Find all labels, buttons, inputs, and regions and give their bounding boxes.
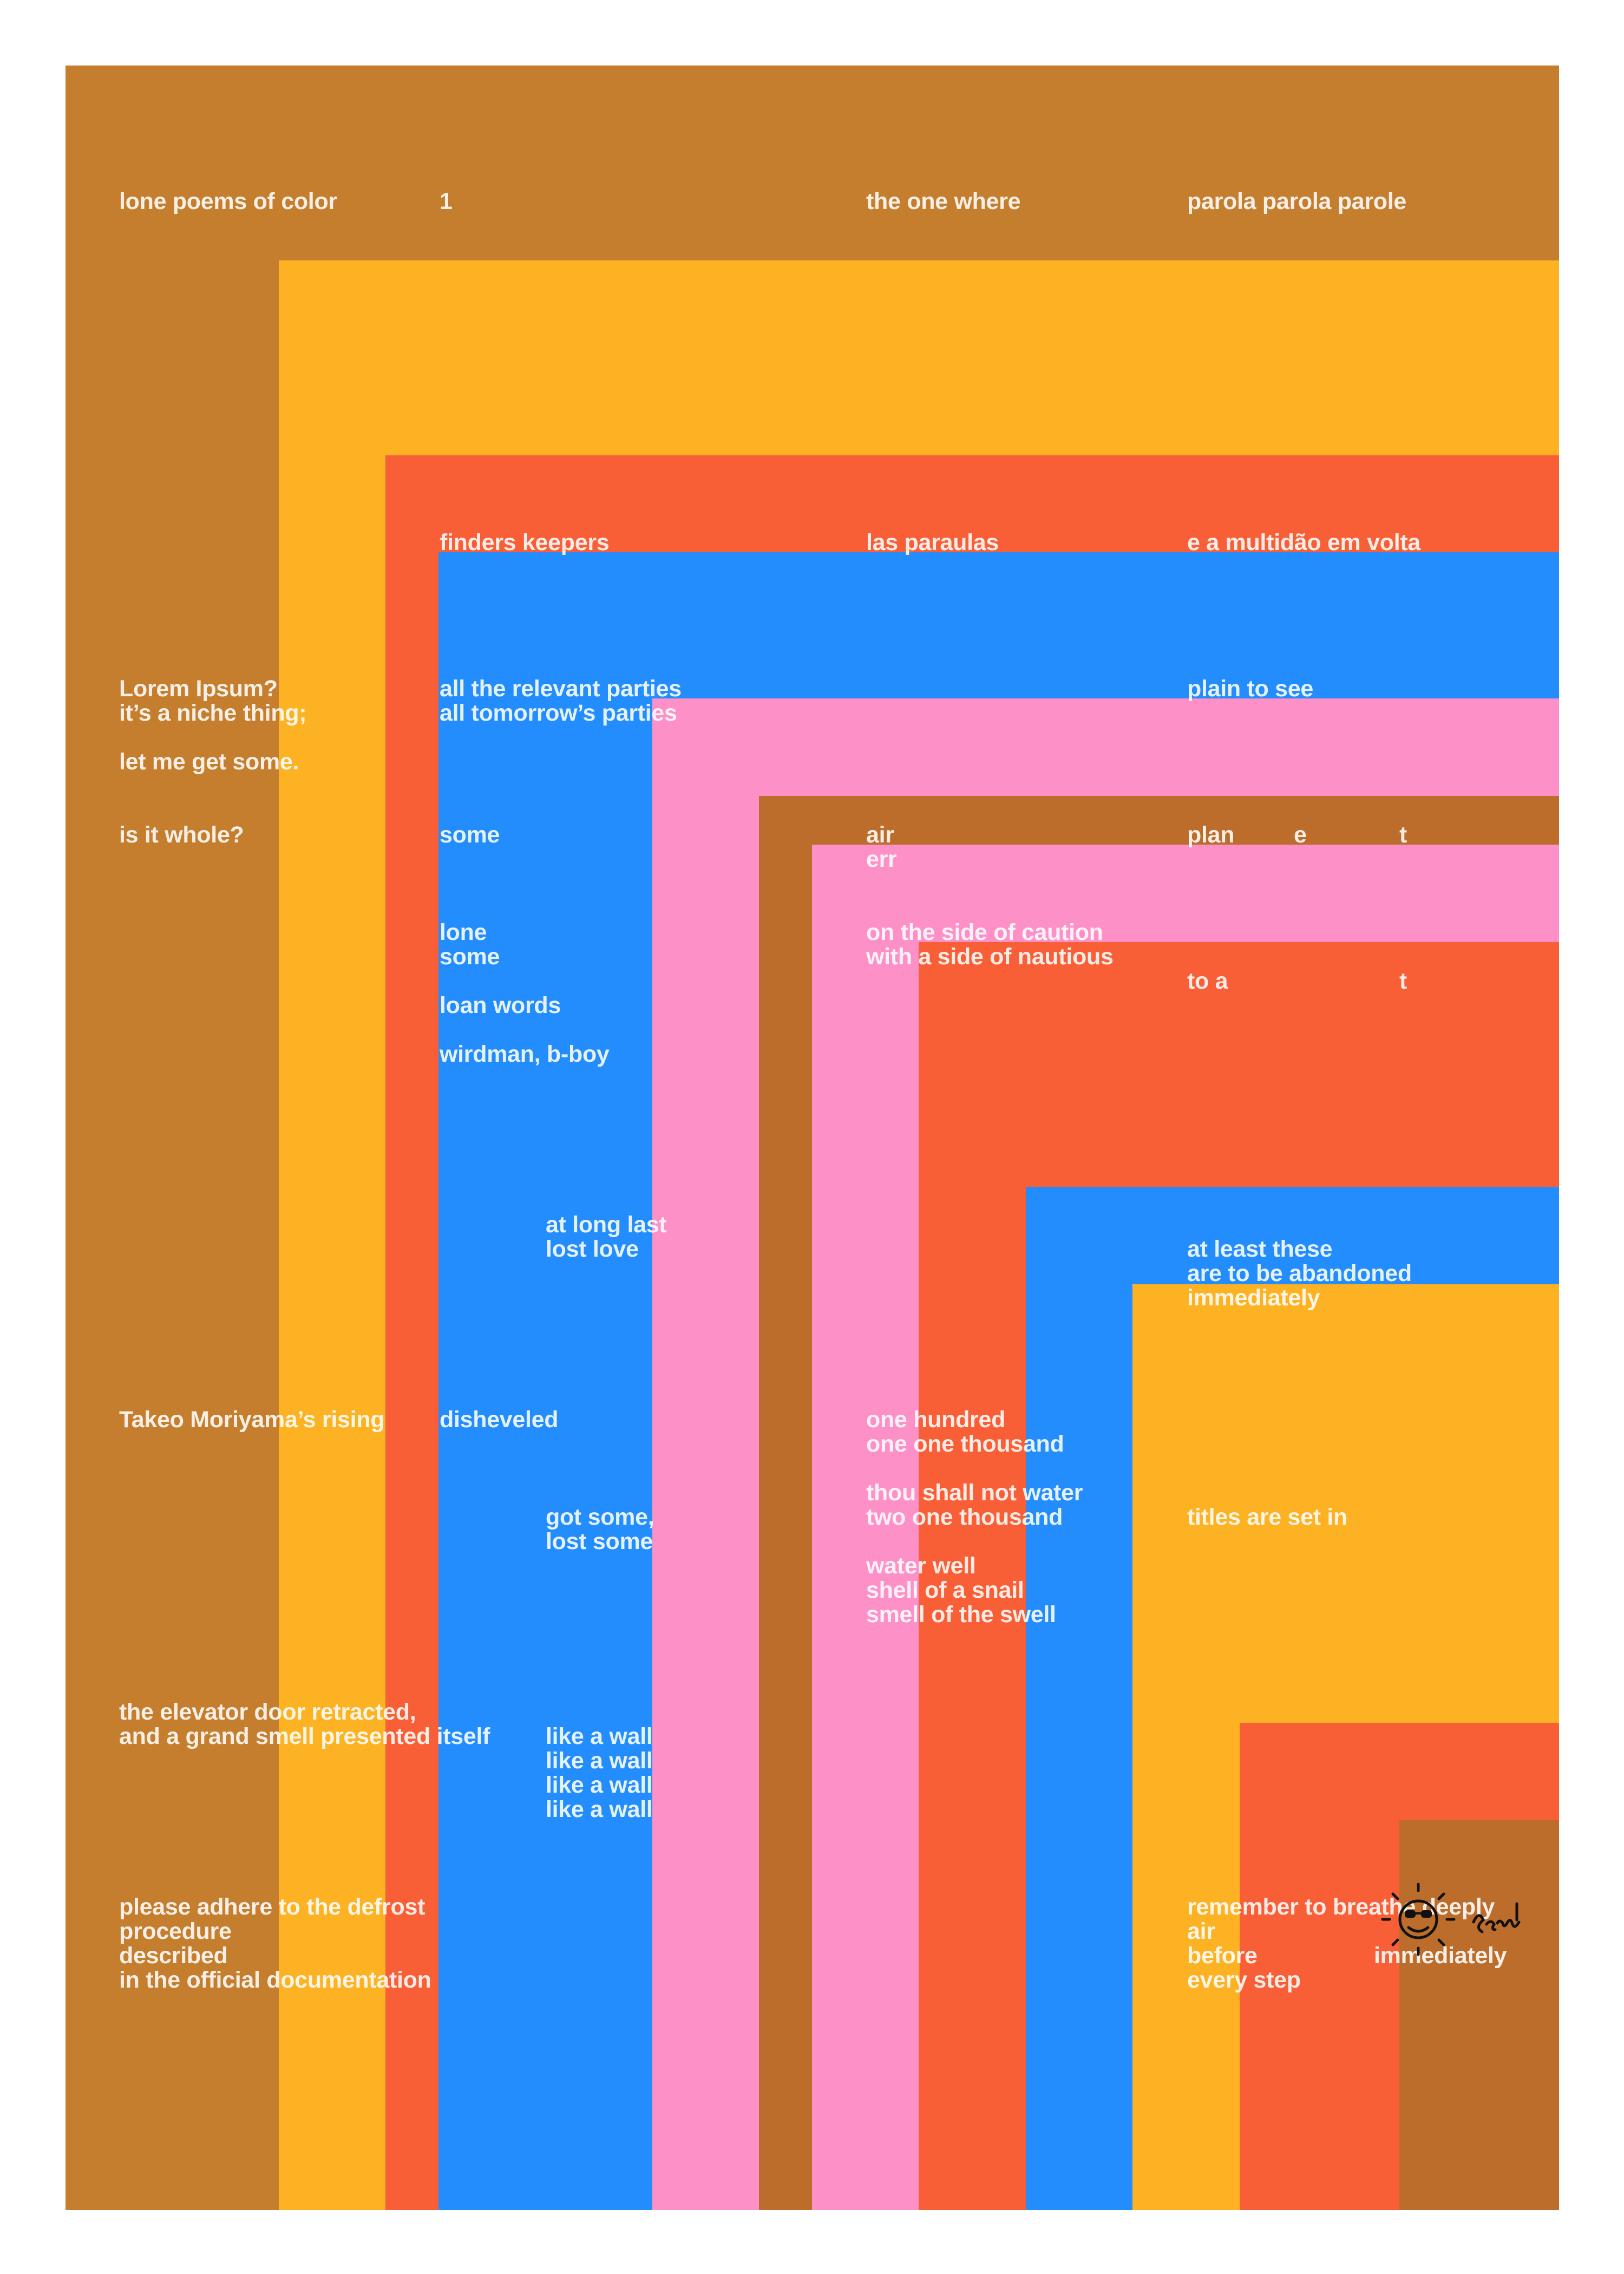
elevator-line-1: the elevator door retracted, <box>119 1699 416 1725</box>
disheveled: disheveled <box>440 1407 559 1433</box>
signature-mark <box>1375 1879 1548 1960</box>
got-some-line-1: got some, <box>546 1504 654 1530</box>
multidao: e a multidão em volta <box>1187 530 1420 556</box>
well-line-1: water well <box>866 1553 976 1579</box>
breathe-line-4: immediately <box>1374 1943 1507 1969</box>
some-text: some <box>440 822 500 848</box>
hundred-line-2: one one thousand <box>866 1431 1064 1457</box>
lorem-line-3: let me get some. <box>119 749 299 775</box>
lone-line-1: lone <box>440 919 487 945</box>
sun-face-icon <box>1381 1883 1521 1956</box>
caution-line-1: on the side of caution <box>866 919 1103 945</box>
titles-text: titles are set in <box>1187 1504 1348 1530</box>
defrost-line-2: procedure <box>119 1918 232 1944</box>
poster-title: lone poems of color <box>119 188 337 214</box>
poster-number: 1 <box>440 188 453 214</box>
breathe-line-5: every step <box>1187 1967 1301 1993</box>
lorem-line-2: it’s a niche thing; <box>119 700 307 726</box>
parties-line-1: all the relevant parties <box>440 676 682 702</box>
header-text-3: the one where <box>866 188 1021 214</box>
wall-line-3: like a wall <box>546 1772 653 1798</box>
abandoned-line-2: are to be abandoned <box>1187 1260 1412 1286</box>
long-last-line-1: at long last <box>546 1212 667 1238</box>
las-paraulas: las paraulas <box>866 530 999 556</box>
breathe-line-1: remember to breathe deeply <box>1187 1894 1495 1920</box>
planet-part-1: plan <box>1187 822 1235 848</box>
breathe-line-2: air <box>1187 1918 1215 1944</box>
well-line-3: smell of the swell <box>866 1602 1056 1628</box>
parties-line-2: all tomorrow’s parties <box>440 700 677 726</box>
got-some-line-2: lost some <box>546 1528 653 1554</box>
air-line-2: err <box>866 846 897 872</box>
water-line-2: two one thousand <box>866 1504 1063 1530</box>
planet-part-2: e <box>1294 822 1307 848</box>
abandoned-line-1: at least these <box>1187 1236 1333 1262</box>
hundred-line-1: one hundred <box>866 1407 1006 1433</box>
air-line-1: air <box>866 822 894 848</box>
to-a-part-1: to a <box>1187 968 1228 994</box>
defrost-line-1: please adhere to the defrost <box>119 1894 425 1920</box>
breathe-line-3: before <box>1187 1943 1258 1969</box>
well-line-2: shell of a snail <box>866 1577 1024 1603</box>
planet-part-3: t <box>1399 822 1407 848</box>
plain-to-see: plain to see <box>1187 676 1313 702</box>
defrost-line-3: described <box>119 1943 228 1969</box>
wirdman: wirdman, b-boy <box>440 1041 610 1067</box>
is-it-whole: is it whole? <box>119 822 244 848</box>
defrost-line-4: in the official documentation <box>119 1967 431 1993</box>
frame-brown-small <box>1399 1820 1559 2210</box>
wall-line-2: like a wall <box>546 1748 653 1774</box>
abandoned-line-3: immediately <box>1187 1285 1320 1311</box>
elevator-line-2: and a grand smell presented itself <box>119 1723 490 1749</box>
caution-line-2: with a side of nautious <box>866 944 1114 970</box>
loan-words: loan words <box>440 992 561 1018</box>
lone-line-2: some <box>440 944 500 970</box>
header-text-4: parola parola parole <box>1187 188 1407 214</box>
moriyama: Takeo Moriyama’s rising <box>119 1407 385 1433</box>
wall-line-1: like a wall <box>546 1723 653 1749</box>
water-line-1: thou shall not water <box>866 1480 1083 1506</box>
to-a-part-2: t <box>1399 968 1407 994</box>
finders-keepers: finders keepers <box>440 530 610 556</box>
lorem-line-1: Lorem Ipsum? <box>119 676 278 702</box>
long-last-line-2: lost love <box>546 1236 639 1262</box>
wall-line-4: like a wall <box>546 1796 653 1822</box>
